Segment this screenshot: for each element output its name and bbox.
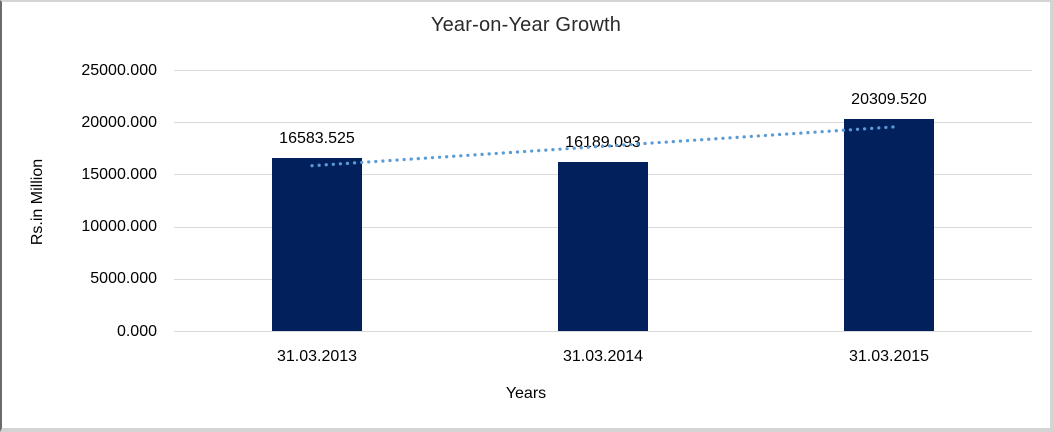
x-tick-label: 31.03.2014 (562, 348, 644, 365)
bar-data-label: 20309.520 (851, 90, 927, 108)
bar-data-label: 16583.525 (279, 129, 355, 147)
bar (272, 157, 362, 331)
bar (844, 118, 934, 331)
bar-data-label: 16189.093 (565, 133, 641, 151)
chart-title: Year-on-Year Growth (430, 14, 622, 36)
y-tick-label: 5000.000 (90, 270, 157, 288)
y-tick-label: 10000.000 (81, 218, 157, 236)
gridline (174, 331, 1032, 332)
bar (558, 161, 648, 331)
y-tick-label: 20000.000 (81, 113, 157, 131)
x-axis-title: Years (505, 385, 547, 402)
x-tick-label: 31.03.2013 (276, 348, 358, 365)
x-tick-label: 31.03.2015 (848, 348, 930, 365)
y-tick-label: 25000.000 (81, 61, 157, 79)
gridline (174, 122, 1032, 124)
gridline (174, 70, 1032, 71)
y-tick-label: 0.000 (116, 322, 157, 340)
y-tick-label: 15000.000 (81, 165, 157, 183)
